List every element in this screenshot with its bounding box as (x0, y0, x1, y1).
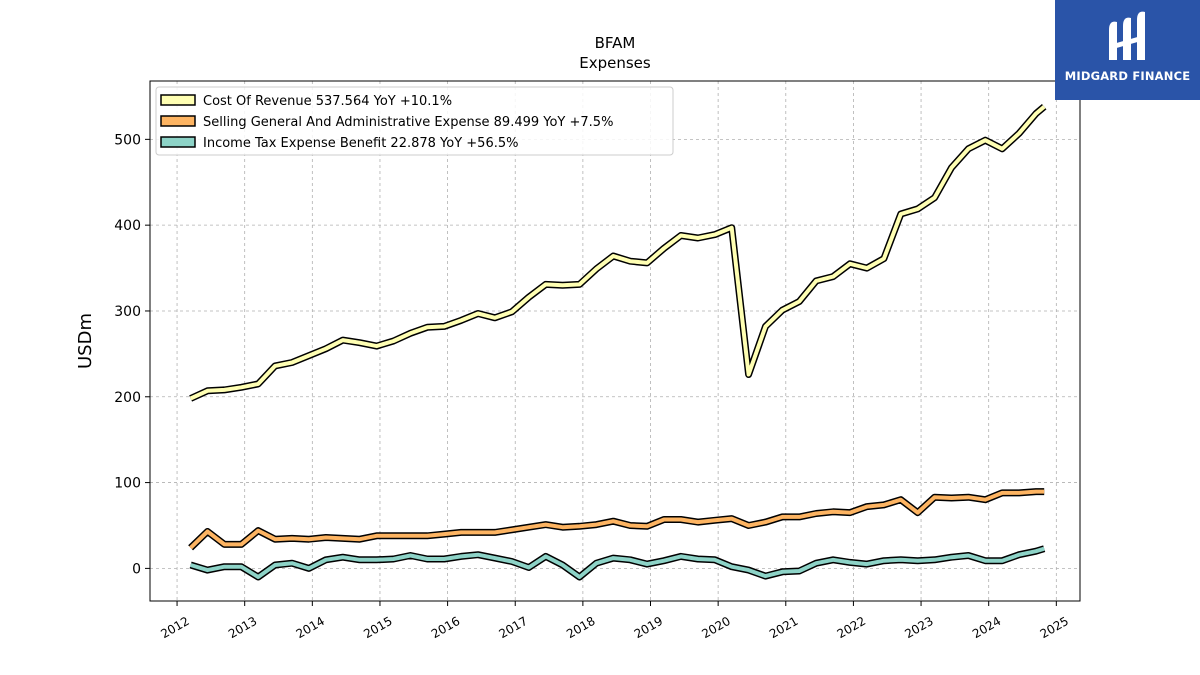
legend-entry: Cost Of Revenue 537.564 YoY +10.1% (203, 94, 452, 109)
chart-subtitle: Expenses (579, 54, 651, 72)
y-tick-label: 500 (114, 132, 141, 148)
logo-mark-icon (1109, 11, 1145, 60)
x-tick-label: 2019 (632, 614, 665, 641)
x-tick-label: 2018 (564, 614, 597, 641)
y-axis: 0 100 200 300 400 500 (114, 132, 150, 577)
series-line (189, 489, 1045, 550)
series-line (189, 105, 1046, 401)
series-layer (188, 104, 1047, 581)
legend-entry: Income Tax Expense Benefit 22.878 YoY +5… (203, 136, 518, 151)
y-axis-label: USDm (75, 313, 96, 369)
y-tick-label: 400 (114, 218, 141, 234)
brand-logo: MIDGARD FINANCE (1055, 0, 1200, 100)
x-tick-label: 2017 (497, 614, 530, 641)
logo-text: MIDGARD FINANCE (1064, 69, 1191, 83)
y-tick-label: 200 (114, 390, 141, 406)
x-tick-label: 2014 (294, 614, 327, 641)
legend-box (155, 86, 674, 156)
y-tick-label: 0 (132, 561, 141, 577)
chart-title: BFAM (595, 34, 636, 52)
x-tick-label: 2021 (767, 614, 800, 641)
plot-frame (149, 80, 1081, 602)
legend-swatch (160, 94, 196, 106)
x-tick-label: 2015 (361, 614, 394, 641)
x-axis: 2012 2013 2014 2015 2016 2017 2018 2019 2020 2021… (158, 601, 1071, 641)
series-line (190, 546, 1045, 579)
x-tick-label: 2012 (158, 614, 191, 641)
y-tick-label: 100 (114, 476, 141, 492)
x-tick-label: 2022 (835, 614, 868, 641)
x-tick-label: 2016 (429, 614, 462, 641)
legend-swatch (160, 136, 196, 148)
legend-swatch (160, 115, 196, 127)
x-tick-label: 2020 (699, 614, 732, 641)
y-tick-label: 300 (114, 304, 141, 320)
x-tick-label: 2024 (970, 614, 1003, 641)
x-tick-label: 2023 (902, 614, 935, 641)
x-tick-label: 2025 (1038, 614, 1071, 641)
x-tick-label: 2013 (226, 614, 259, 641)
legend-entry: Selling General And Administrative Expen… (203, 115, 613, 130)
legend: Cost Of Revenue 537.564 YoY +10.1% Sellin… (155, 86, 674, 156)
